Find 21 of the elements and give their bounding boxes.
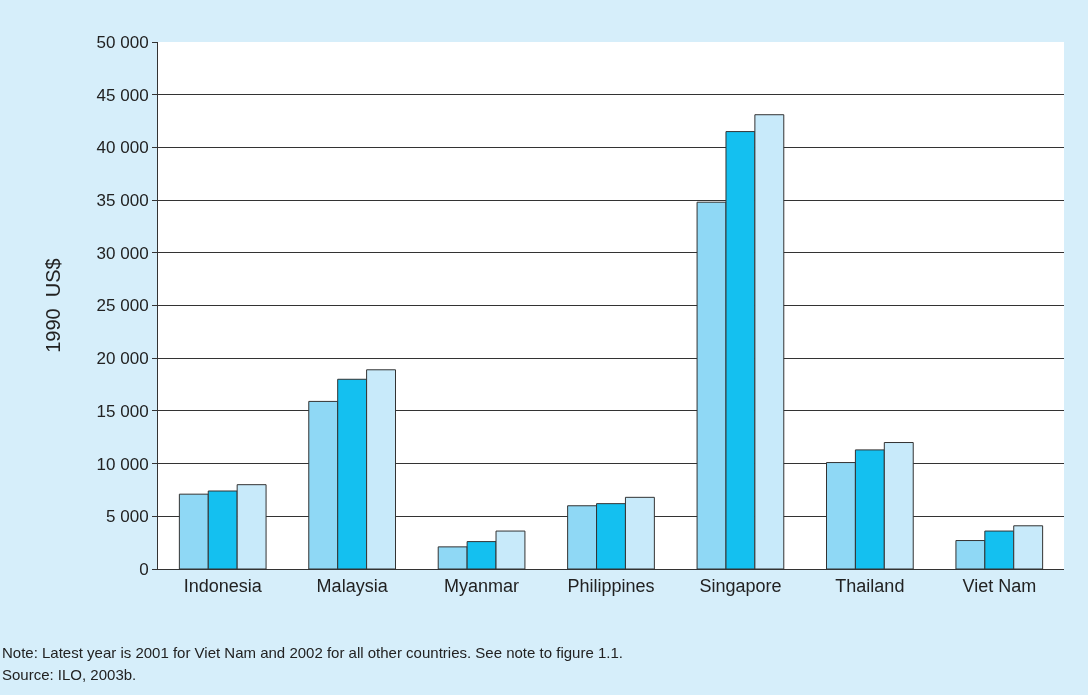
y-tick-label: 25 000: [96, 296, 149, 316]
y-axis-title: 1990 US$: [42, 258, 65, 353]
x-tick-label: Malaysia: [316, 575, 389, 596]
y-tick-label: 30 000: [96, 243, 149, 263]
x-tick-label: Singapore: [699, 575, 782, 596]
y-tick-label: 5 000: [106, 507, 149, 527]
y-tick-label: 35 000: [96, 191, 149, 211]
source-note: Source: ILO, 2003b.: [2, 666, 137, 683]
y-tick-label: 15 000: [96, 401, 149, 421]
y-tick-label: 10 000: [96, 454, 149, 474]
x-tick-label: Myanmar: [444, 575, 520, 596]
y-tick-label: 20 000: [96, 349, 149, 369]
x-tick-label: Thailand: [835, 575, 905, 596]
x-tick-label: Indonesia: [183, 575, 263, 596]
y-tick-label: 40 000: [96, 138, 149, 158]
x-tick-label: Viet Nam: [962, 575, 1037, 596]
y-tick-label: 50 000: [96, 32, 149, 52]
text: Note: Latest year is 2001 for Viet Nam and 2002 for all other countries. See note to figure 1.1.: [2, 644, 623, 661]
y-tick-label: 0: [139, 559, 149, 579]
x-tick-label: Philippines: [567, 575, 655, 596]
y-tick-label: 45 000: [96, 85, 149, 105]
